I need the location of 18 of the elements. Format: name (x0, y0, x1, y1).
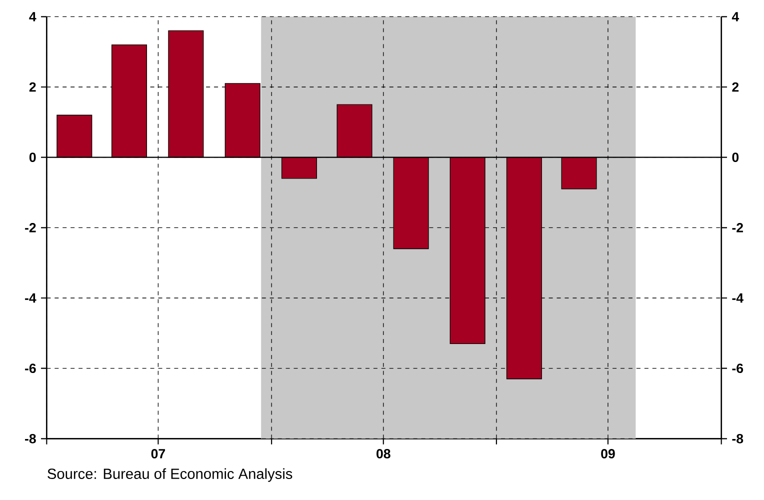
y-tick-label: -4 (25, 293, 36, 303)
y2-tick-label: 2 (732, 82, 739, 92)
x-tick-label: 08 (376, 449, 390, 458)
y2-tick-label: -2 (732, 223, 743, 232)
y2-tick-label: 4 (732, 12, 740, 22)
x-tick-label: 07 (151, 449, 166, 458)
y-tick-label: 2 (29, 82, 36, 92)
y-tick-label: -2 (25, 223, 36, 232)
y2-tick-label: 0 (732, 152, 739, 162)
x-tick-label: 09 (601, 449, 615, 458)
y-tick-label: 4 (29, 12, 36, 22)
y-tick-label: -8 (25, 434, 36, 444)
y2-tick-label: -4 (732, 293, 744, 303)
source-note: Source: Bureau of Economic Analysis (48, 468, 292, 482)
y-tick-label: 0 (29, 152, 36, 162)
y2-tick-label: -8 (732, 434, 744, 444)
y-tick-label: -6 (25, 364, 36, 374)
y2-tick-label: -6 (732, 364, 744, 374)
